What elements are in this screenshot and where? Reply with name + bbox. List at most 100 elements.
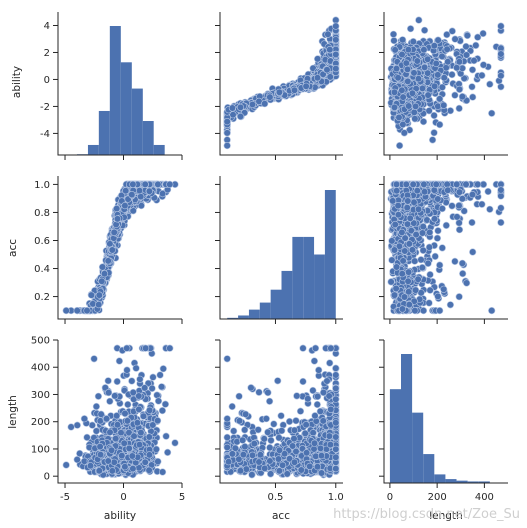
scatter-point (261, 100, 269, 108)
scatter-point (436, 120, 444, 129)
scatter-point (104, 257, 112, 265)
scatter-point (478, 200, 486, 208)
scatter-point (87, 291, 95, 299)
scatter-point (129, 180, 137, 188)
hist-bar-acc-9 (324, 190, 336, 319)
y-tick-label: 0.2 (34, 292, 50, 303)
scatter-point (400, 129, 408, 137)
scatter-point (166, 180, 174, 188)
scatter-point (122, 187, 130, 195)
scatter-point (425, 243, 434, 251)
scatter-point (95, 301, 103, 309)
scatter-point (332, 16, 340, 24)
scatter-point (463, 31, 472, 40)
scatter-point (453, 64, 461, 72)
scatter-point (458, 259, 467, 267)
scatter-point (403, 65, 412, 73)
scatter-point (83, 307, 91, 315)
scatter-point (424, 91, 432, 99)
scatter-point (436, 95, 444, 103)
hist-bar-acc-3 (259, 302, 271, 319)
scatter-point (404, 77, 412, 85)
scatter-point (326, 73, 334, 81)
scatter-point (438, 244, 446, 252)
scatter-point (431, 252, 439, 260)
hist-bar-acc-2 (248, 309, 260, 319)
scatter-point (95, 291, 103, 299)
scatter-point (417, 256, 425, 264)
scatter-point (425, 299, 433, 307)
hist-bar-ability-4 (109, 26, 121, 155)
scatter-point (444, 58, 452, 66)
scatter-point (497, 22, 505, 30)
scatter-point (430, 42, 438, 50)
hist-bar-ability-2 (87, 144, 99, 155)
scatter-point (405, 102, 413, 110)
scatter-point (415, 16, 423, 24)
hist-bar-ability-3 (98, 110, 110, 155)
scatter-point (421, 63, 429, 71)
hist-bar-ability-5 (120, 62, 132, 155)
scatter-point (135, 187, 144, 195)
scatter-point (479, 61, 488, 69)
scatter-point (469, 93, 477, 101)
scatter-point (436, 307, 444, 315)
y-tick-label: 1.0 (34, 180, 50, 191)
scatter-point (455, 58, 464, 66)
scatter-point (411, 307, 419, 315)
scatter-point (390, 103, 399, 111)
scatter-point (474, 180, 482, 188)
scatter-point (486, 80, 494, 88)
scatter-point (431, 82, 439, 90)
scatter-point (412, 102, 420, 110)
cell-acc-vs-ability: 0.20.40.60.81.0 (34, 176, 183, 324)
scatter-point (110, 228, 118, 236)
scatter-point (402, 59, 410, 67)
scatter-point (434, 102, 442, 110)
scatter-point (248, 100, 257, 109)
scatter-point (497, 192, 505, 200)
scatter-point (275, 88, 284, 96)
scatter-point (228, 104, 236, 112)
scatter-point (448, 27, 456, 35)
cell-acc-vs-length (379, 176, 508, 324)
scatter-point (472, 41, 480, 50)
scatter-point (98, 263, 107, 271)
scatter-point (455, 104, 463, 112)
scatter-point (468, 66, 477, 74)
scatter-point (324, 30, 332, 38)
hist-bar-acc-8 (314, 254, 325, 319)
scatter-point (290, 86, 299, 94)
scatter-point (474, 33, 482, 41)
scatter-point (429, 136, 437, 144)
scatter-point (332, 36, 340, 44)
scatter-point (411, 115, 419, 123)
scatter-point (419, 246, 427, 254)
scatter-point (332, 50, 340, 59)
scatter-point (223, 142, 231, 150)
hist-bar-acc-4 (270, 289, 282, 319)
scatter-point (323, 66, 331, 74)
scatter-point (488, 109, 496, 117)
y-tick-label: 0 (44, 75, 50, 86)
scatter-point (236, 112, 245, 121)
scatter-point (419, 117, 428, 126)
scatter-point (459, 270, 467, 278)
scatter-point (434, 36, 442, 44)
scatter-point (407, 25, 415, 33)
scatter-point (399, 36, 407, 44)
scatter-point (399, 93, 407, 101)
y-tick-label: -4 (40, 129, 50, 140)
scatter-ability-vs-length (387, 16, 505, 150)
hist-bar-acc-1 (238, 315, 249, 319)
y-tick-label: 4 (44, 21, 50, 32)
scatter-point (128, 191, 136, 199)
scatter-point (62, 307, 70, 315)
scatter-point (462, 42, 470, 51)
scatter-point (448, 70, 456, 79)
y-tick-label: 0.4 (34, 264, 50, 275)
scatter-point (468, 83, 476, 91)
y-tick-label: 2 (44, 48, 50, 59)
scatter-point (223, 117, 231, 126)
